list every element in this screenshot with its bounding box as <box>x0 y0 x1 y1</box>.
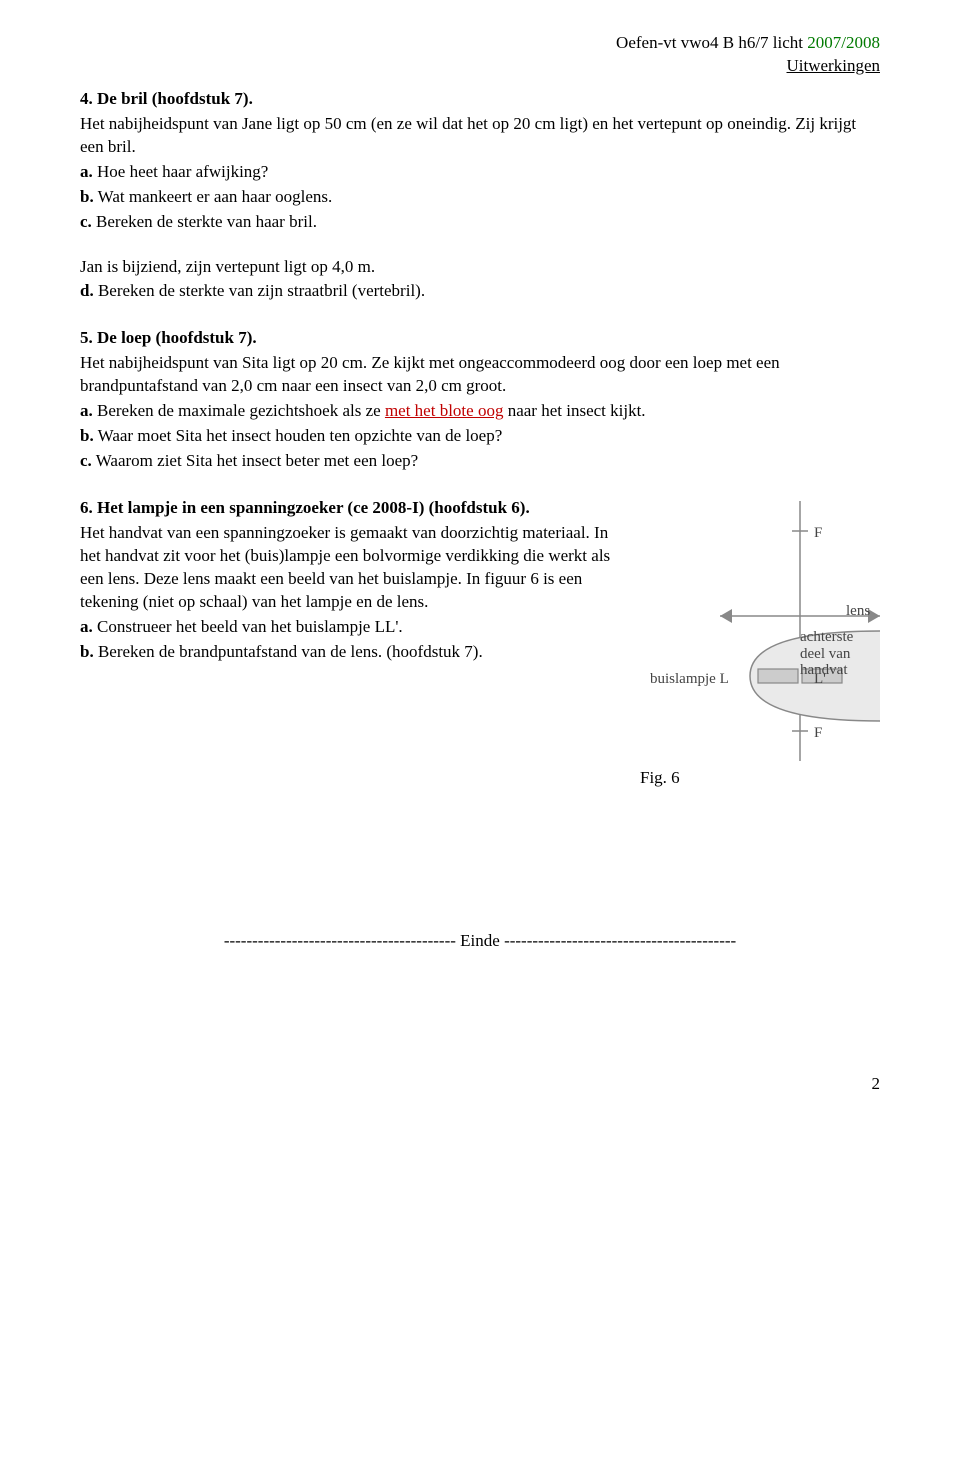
q5-b-text: Waar moet Sita het insect houden ten opz… <box>94 426 503 445</box>
q6-intro: Het handvat van een spanningzoeker is ge… <box>80 522 624 614</box>
q4-c-text: Bereken de sterkte van haar bril. <box>92 212 317 231</box>
q5-b-label: b. <box>80 426 94 445</box>
q5-a-link: met het blote oog <box>385 401 504 420</box>
question-6: 6. Het lampje in een spanningzoeker (ce … <box>80 497 880 790</box>
header-subtitle: Uitwerkingen <box>80 55 880 78</box>
q5-c-label: c. <box>80 451 92 470</box>
question-5: 5. De loep (hoofdstuk 7). Het nabijheids… <box>80 327 880 473</box>
q5-intro: Het nabijheidspunt van Sita ligt op 20 c… <box>80 352 880 398</box>
q4-a: a. Hoe heet haar afwijking? <box>80 161 880 184</box>
q5-a-link-text: met het blote oog <box>385 401 504 420</box>
q5-a-pre: Bereken de maximale gezichtshoek als ze <box>93 401 385 420</box>
q5-c-text: Waarom ziet Sita het insect beter met ee… <box>92 451 418 470</box>
q5-heading: 5. De loep (hoofdstuk 7). <box>80 327 880 350</box>
q4-b-label: b. <box>80 187 94 206</box>
q5-a-post: naar het insect kijkt. <box>503 401 645 420</box>
header-title: Oefen-vt vwo4 B h6/7 licht 2007/2008 <box>80 32 880 55</box>
q4-b-text: Wat mankeert er aan haar ooglens. <box>94 187 333 206</box>
q6-b-label: b. <box>80 642 94 661</box>
header-year: 2007/2008 <box>803 33 880 52</box>
q5-a: a. Bereken de maximale gezichtshoek als … <box>80 400 880 423</box>
q5-b: b. Waar moet Sita het insect houden ten … <box>80 425 880 448</box>
diagram-label-buislampje: buislampje L <box>650 669 729 689</box>
end-line: ----------------------------------------… <box>80 930 880 953</box>
end-word: Einde <box>456 931 504 950</box>
q4-heading: 4. De bril (hoofdstuk 7). <box>80 88 880 111</box>
diagram-label-L-prime: L' <box>814 669 826 689</box>
header-title-text: Oefen-vt vwo4 B h6/7 licht <box>616 33 803 52</box>
q4-a-text: Hoe heet haar afwijking? <box>93 162 269 181</box>
page-header: Oefen-vt vwo4 B h6/7 licht 2007/2008 Uit… <box>80 32 880 78</box>
figure-caption: Fig. 6 <box>640 767 880 790</box>
end-dashes-left: ----------------------------------------… <box>224 931 456 950</box>
q6-heading: 6. Het lampje in een spanningzoeker (ce … <box>80 497 624 520</box>
q6-a-text: Construeer het beeld van het buislampje … <box>93 617 403 636</box>
q4-a-label: a. <box>80 162 93 181</box>
q4-intro: Het nabijheidspunt van Jane ligt op 50 c… <box>80 113 880 159</box>
diagram-label-F-top: F <box>814 523 822 543</box>
diagram-wrap: F lens achterste deel van handvat buisla… <box>640 497 880 790</box>
q4-d: d. Bereken de sterkte van zijn straatbri… <box>80 280 880 303</box>
diagram-label-lens: lens <box>846 601 870 621</box>
q4-c-label: c. <box>80 212 92 231</box>
q5-c: c. Waarom ziet Sita het insect beter met… <box>80 450 880 473</box>
q5-a-label: a. <box>80 401 93 420</box>
q4-d-text: Bereken de sterkte van zijn straatbril (… <box>94 281 425 300</box>
q4-jan: Jan is bijziend, zijn vertepunt ligt op … <box>80 256 880 279</box>
page-number: 2 <box>80 1073 880 1096</box>
q6-b-text: Bereken de brandpuntafstand van de lens.… <box>94 642 483 661</box>
q6-b: b. Bereken de brandpuntafstand van de le… <box>80 641 624 664</box>
q6-a-label: a. <box>80 617 93 636</box>
lens-diagram: F lens achterste deel van handvat buisla… <box>640 501 880 761</box>
q6-a: a. Construeer het beeld van het buislamp… <box>80 616 624 639</box>
diagram-label-achterste: achterste deel van handvat <box>800 629 880 679</box>
q4-b: b. Wat mankeert er aan haar ooglens. <box>80 186 880 209</box>
question-4: 4. De bril (hoofdstuk 7). Het nabijheids… <box>80 88 880 304</box>
q4-c: c. Bereken de sterkte van haar bril. <box>80 211 880 234</box>
q6-text-column: 6. Het lampje in een spanningzoeker (ce … <box>80 497 624 666</box>
q4-d-label: d. <box>80 281 94 300</box>
diagram-label-F-bottom: F <box>814 723 822 743</box>
end-dashes-right: ----------------------------------------… <box>504 931 736 950</box>
